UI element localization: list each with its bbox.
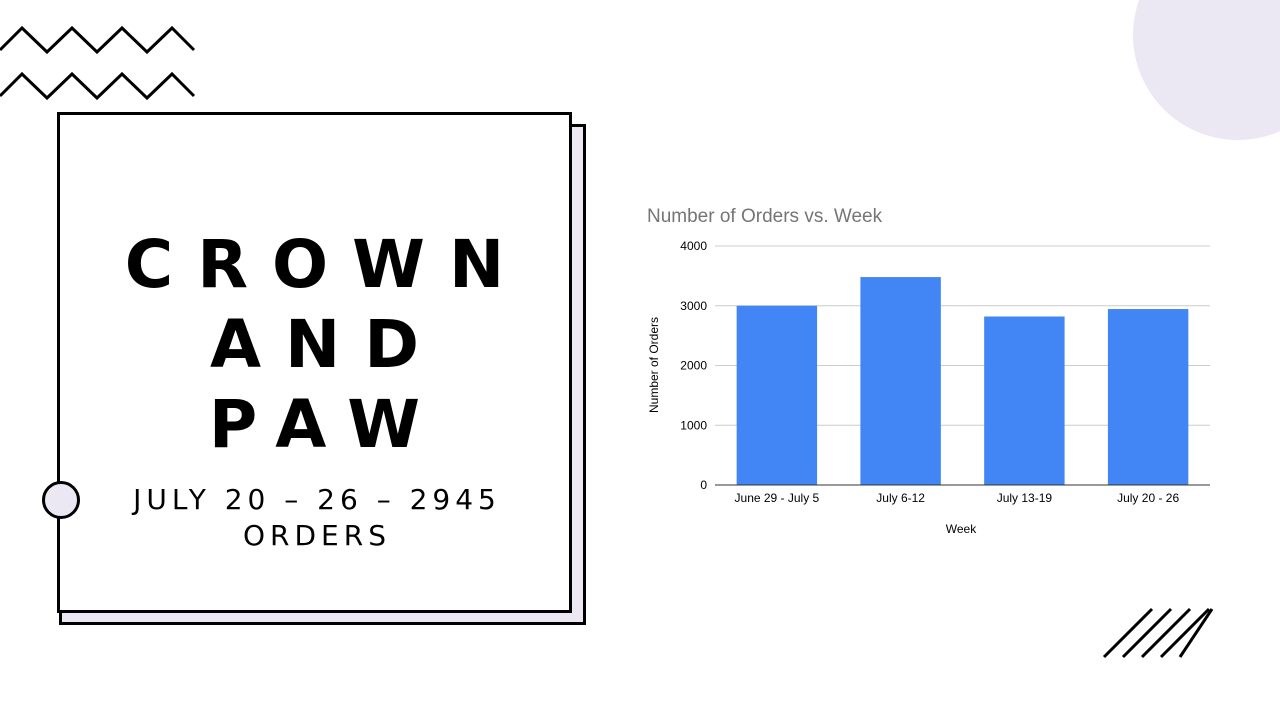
brand-line-2: AND [209, 306, 444, 383]
y-tick-label: 4000 [680, 239, 707, 253]
subtitle-line-1: JULY 20 – 26 – 2945 [133, 483, 501, 516]
bar [860, 277, 941, 485]
zigzag-decoration [0, 25, 196, 101]
zigzag-line-bottom [0, 71, 196, 101]
chart-y-axis-label: Number of Orders [647, 317, 661, 413]
chart-y-ticks: 0 1000 2000 3000 4000 [680, 239, 707, 492]
chart-x-ticks: June 29 - July 5 July 6-12 July 13-19 July … [735, 491, 1180, 505]
x-tick-label: July 6-12 [876, 491, 925, 505]
title-card: CROWN AND PAW JULY 20 – 26 – 2945 ORDERS [57, 112, 572, 613]
bar [1107, 309, 1189, 485]
brand-title: CROWN AND PAW [60, 225, 569, 465]
circle-decoration [1133, 0, 1280, 140]
subtitle-line-2: ORDERS [243, 519, 391, 552]
brand-line-1: CROWN [124, 226, 529, 303]
chart-bars [736, 277, 1189, 485]
y-tick-label: 0 [700, 478, 707, 492]
x-tick-label: July 20 - 26 [1117, 491, 1179, 505]
chart-title: Number of Orders vs. Week [647, 206, 883, 227]
bar [984, 316, 1065, 485]
card-dot-decoration [42, 481, 80, 519]
x-tick-label: June 29 - July 5 [735, 491, 820, 505]
stripes-decoration [1102, 607, 1214, 659]
slide-subtitle: JULY 20 – 26 – 2945 ORDERS [60, 482, 569, 554]
brand-line-3: PAW [208, 386, 445, 463]
y-tick-label: 1000 [680, 418, 707, 432]
x-tick-label: July 13-19 [997, 491, 1053, 505]
y-tick-label: 3000 [680, 299, 707, 313]
bar [736, 305, 818, 485]
zigzag-line-top [0, 25, 196, 55]
chart-x-axis-label: Week [946, 522, 977, 536]
y-tick-label: 2000 [680, 359, 707, 373]
orders-bar-chart: Number of Orders vs. Week 0 1000 2000 3000 4… [647, 206, 1210, 536]
